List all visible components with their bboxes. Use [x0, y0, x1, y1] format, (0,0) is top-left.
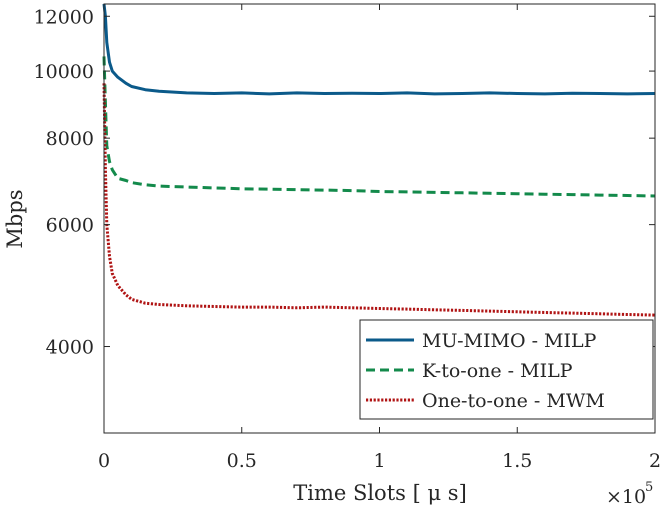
y-axis-title: Mbps	[3, 189, 27, 248]
x-tick-label: 1	[373, 450, 385, 472]
y-tick-label: 4000	[46, 337, 94, 359]
x-tick-label: 0.5	[227, 450, 257, 472]
series-layer	[102, 3, 656, 317]
y-tick-label: 8000	[46, 128, 94, 150]
legend-label-3: One-to-one - MWM	[422, 390, 605, 412]
legend-label-1: MU-MIMO - MILP	[422, 330, 597, 352]
x-tick-label: 0	[98, 450, 110, 472]
legend-label-2: K-to-one - MILP	[422, 360, 573, 382]
y-tick-label: 12000	[34, 6, 94, 28]
series-line-3	[102, 83, 656, 317]
legend: MU-MIMO - MILP K-to-one - MILP One-to-one …	[359, 319, 654, 420]
svg-text:×10: ×10	[606, 486, 646, 507]
x-axis-title: Time Slots [ μ s]	[293, 481, 467, 505]
y-tick-label: 6000	[46, 215, 94, 237]
y-axis: 4000 6000 8000 10000 12000	[34, 6, 655, 359]
y-tick-label: 10000	[34, 61, 94, 83]
x-tick-label: 2	[649, 450, 661, 472]
x-axis: 0 0.5 1 1.5 2	[98, 4, 661, 472]
series-line-1	[102, 3, 656, 96]
x-tick-label: 1.5	[502, 450, 532, 472]
series-line-2	[102, 56, 656, 198]
x-exponent-label: ×10 5	[606, 480, 653, 507]
svg-text:5: 5	[645, 480, 653, 495]
